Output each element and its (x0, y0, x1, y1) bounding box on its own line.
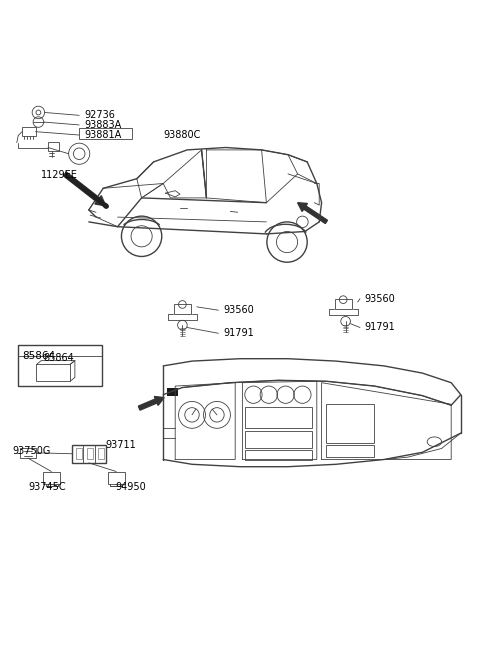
Text: 93745C: 93745C (29, 482, 66, 492)
Bar (326, 445, 374, 457)
Text: 93711: 93711 (106, 440, 136, 450)
Text: 91791: 91791 (223, 328, 254, 338)
Text: 1129EE: 1129EE (41, 170, 78, 180)
Text: 91791: 91791 (365, 322, 396, 333)
Text: 92736: 92736 (84, 110, 115, 121)
Text: 93750G: 93750G (12, 446, 50, 457)
Bar (36, 364, 70, 381)
Bar (174, 303, 191, 314)
Bar (72, 445, 106, 463)
Bar (76, 449, 82, 459)
Bar (79, 128, 132, 139)
Text: 85864: 85864 (43, 353, 74, 364)
FancyArrow shape (63, 172, 106, 206)
Text: 85864: 85864 (22, 351, 55, 361)
FancyArrow shape (298, 202, 327, 223)
Text: 93880C: 93880C (163, 130, 201, 140)
Bar (87, 449, 93, 459)
Text: 93883A: 93883A (84, 120, 121, 130)
Bar (22, 127, 36, 136)
Text: 93881A: 93881A (84, 130, 121, 140)
Bar (245, 431, 312, 447)
FancyArrow shape (138, 396, 164, 410)
Bar (98, 449, 104, 459)
Text: 93560: 93560 (223, 305, 254, 315)
Bar (245, 407, 312, 428)
Bar (48, 142, 59, 151)
Text: 93560: 93560 (365, 293, 396, 304)
Text: 94950: 94950 (115, 482, 146, 492)
Bar (20, 447, 36, 458)
Bar (108, 472, 125, 483)
Bar (167, 388, 178, 396)
Bar (245, 450, 312, 460)
Bar (18, 345, 102, 386)
Bar (335, 299, 352, 309)
Bar (326, 404, 374, 443)
Bar (43, 472, 60, 483)
